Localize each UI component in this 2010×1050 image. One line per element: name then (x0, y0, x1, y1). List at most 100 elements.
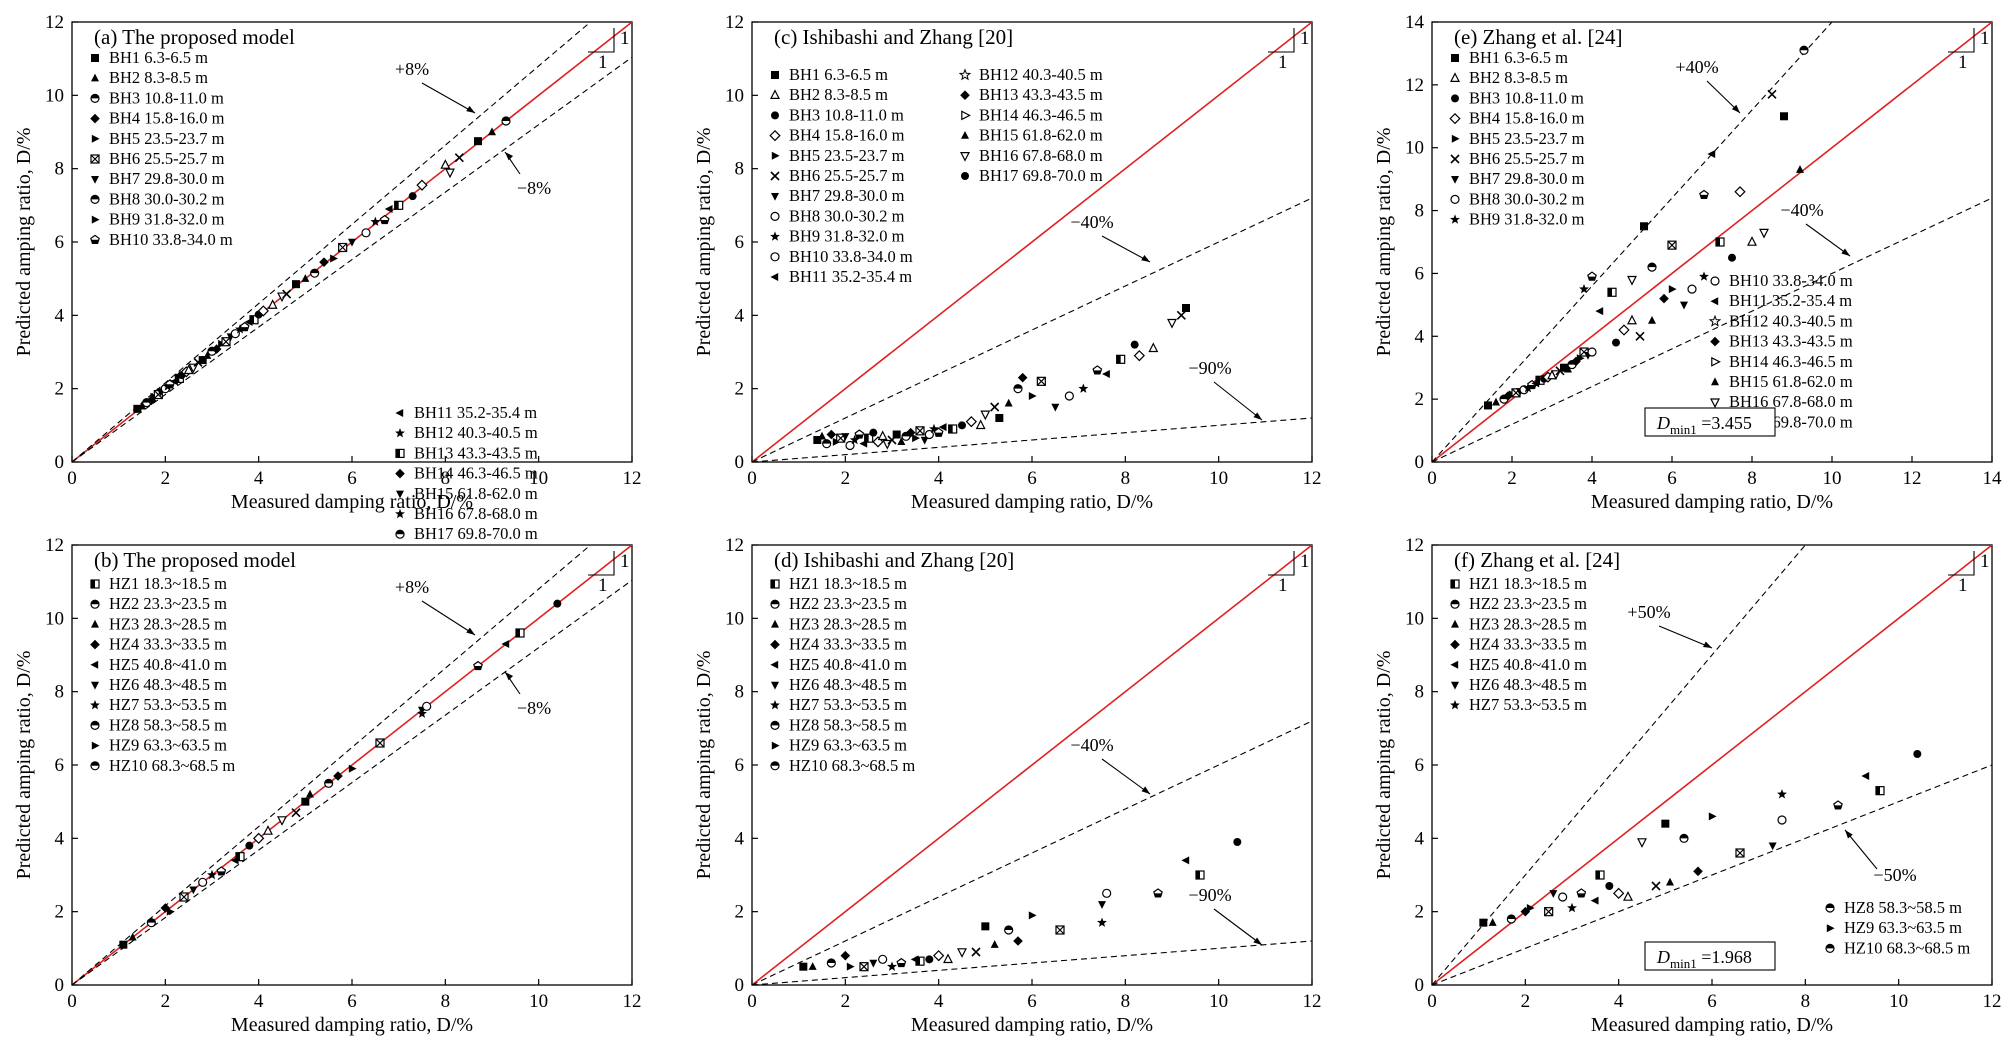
panel-c-point (872, 436, 884, 448)
panel-a-legend-marker (91, 215, 100, 224)
panel-f-point (1666, 877, 1674, 886)
panel-a: 0 2 4 6 8 10 12 0 2 4 6 8 10 12 Measured damping ratio… (13, 12, 642, 543)
panel-d-point (826, 958, 836, 968)
panel-f-legend-marker (1451, 681, 1459, 690)
panel-a-point (188, 363, 199, 374)
panel-c-point (877, 430, 888, 441)
panel-f-annotation-box (1644, 941, 1776, 971)
panel-d-ytick-label: 0 (735, 975, 745, 996)
panel-f-point (1613, 887, 1625, 899)
panel-c-identity-line (752, 22, 1312, 462)
panel-d-legend-entry: HZ9 63.3~63.5 m (789, 736, 907, 755)
panel-b-point (160, 903, 171, 913)
panel-c-legend-entry: BH17 69.8-70.0 m (979, 166, 1103, 185)
panel-c-legend-entry: BH7 29.8-30.0 m (789, 186, 905, 205)
panel-e: 0 2 4 6 8 10 12 14 0 2 4 6 8 10 12 14 Measured damping r… (1373, 12, 2002, 513)
panel-e-ytick-label: 6 (1415, 263, 1425, 284)
panel-b: 0 2 4 6 8 10 12 0 2 4 6 8 10 12 Measured damping ratio… (13, 535, 642, 1036)
panel-d-identity-line (752, 545, 1312, 985)
panel-f-legend-marker (1450, 599, 1460, 609)
panel-f-legend-entry: HZ4 33.3~33.5 m (1469, 635, 1587, 654)
panel-a-legend-marker (90, 154, 100, 164)
panel-c-point (1036, 376, 1046, 386)
panel-e-bound-label-upper: +40% (1675, 57, 1718, 77)
panel-b-point (301, 797, 310, 806)
panel-a-point (133, 404, 142, 413)
panel-e-point (1640, 222, 1648, 231)
panel-d-ytick-label: 6 (735, 755, 745, 776)
panel-d-point (840, 950, 851, 961)
panel-b-legend-marker (91, 681, 99, 690)
panel-e-point (1680, 301, 1688, 310)
panel-a-point (348, 238, 356, 247)
panel-d-point (990, 940, 999, 948)
panel-b-point (348, 764, 357, 773)
panel-e-legend-entry: BH8 30.0-30.2 m (1469, 189, 1585, 208)
panel-a-legend-marker (91, 73, 99, 82)
panel-e-point (1667, 240, 1677, 250)
panel-c-point (990, 402, 1000, 412)
panel-b-xlabel: Measured damping ratio, D/% (231, 1014, 473, 1036)
panel-b-legend-entry: HZ1 18.3~18.5 m (109, 574, 227, 593)
panel-d-point (1097, 917, 1107, 927)
panel-c-legend-marker (961, 131, 969, 139)
panel-e-legend-entry: BH6 25.5-25.7 m (1469, 149, 1585, 168)
panel-d-point (799, 962, 808, 971)
panel-f-legend-entry: HZ1 18.3~18.5 m (1469, 574, 1587, 593)
panel-c-point (869, 428, 878, 437)
panel-f-arrowhead-lower (1845, 830, 1853, 839)
panel-b-point (146, 918, 156, 928)
panel-e-point (1560, 363, 1568, 372)
panel-a-legend-entry: BH10 33.8-34.0 m (109, 230, 233, 249)
panel-a-point (310, 268, 320, 278)
panel-e-point (1587, 271, 1597, 281)
panel-d-xtick-label: 4 (934, 991, 944, 1012)
panel-f-bound-label-lower: −50% (1873, 865, 1916, 885)
panel-f-point (1590, 896, 1599, 905)
panel-c-legend-entry: BH1 6.3-6.5 m (789, 65, 888, 84)
panel-a-data-points (133, 116, 511, 413)
panel-b-point (189, 886, 198, 895)
panel-f-legend-entry: HZ5 40.8~41.0 m (1469, 655, 1587, 674)
panel-f-point (1661, 819, 1670, 828)
panel-c-point (958, 421, 966, 430)
panel-c-slope-marker (1268, 28, 1295, 53)
panel-e-legend-entry: BH3 10.8-11.0 m (1469, 88, 1584, 107)
panel-e-legend-marker (1450, 194, 1460, 204)
panel-a-legend-marker (91, 176, 99, 184)
panel-a-legend-marker (90, 93, 100, 104)
panel-b-legend-entry: HZ7 53.3~53.5 m (109, 695, 227, 714)
panel-e-legend-entry: BH10 33.8-34.0 m (1729, 271, 1853, 290)
panel-c-point (980, 410, 991, 421)
panel-c-point (826, 429, 837, 440)
panel-d-title: (d) Ishibashi and Zhang [20] (774, 548, 1014, 572)
panel-f-arrow-upper (1658, 625, 1713, 649)
panel-b-legend-marker (90, 660, 99, 669)
panel-c-legend-marker (771, 71, 779, 79)
panel-f-point (1679, 833, 1689, 843)
panel-d-point (1055, 925, 1065, 935)
panel-d-ytick-label: 8 (735, 682, 745, 703)
panel-f-legend-entry: HZ9 63.3~63.5 m (1844, 918, 1962, 937)
panel-f-data-points (1479, 750, 1922, 927)
panel-c-legend-marker (770, 89, 780, 100)
panel-e-point (1728, 253, 1736, 262)
panel-e-xtick-label: 8 (1747, 468, 1757, 489)
panel-f-legend-entry: HZ6 48.3~48.5 m (1469, 675, 1587, 694)
panel-b-arrowhead-lower (505, 672, 514, 681)
panel-c-point (920, 436, 929, 445)
panel-b-ytick-label: 8 (55, 682, 65, 703)
panel-c-point (841, 433, 850, 441)
panel-d-legend-entry: HZ5 40.8~41.0 m (789, 655, 907, 674)
panel-c-data-points (813, 304, 1190, 451)
panel-a-bound-label-upper: +8% (395, 59, 429, 79)
panel-c-point (822, 439, 832, 449)
panel-d-point (1195, 870, 1205, 880)
panel-c-legend-marker (769, 129, 781, 142)
panel-d-point (943, 953, 953, 964)
panel-d-xtick-label: 8 (1121, 991, 1131, 1012)
panel-b-point (324, 778, 334, 788)
panel-f-legend-marker (1826, 924, 1835, 933)
panel-c-bound-label-lower: −90% (1188, 358, 1231, 378)
